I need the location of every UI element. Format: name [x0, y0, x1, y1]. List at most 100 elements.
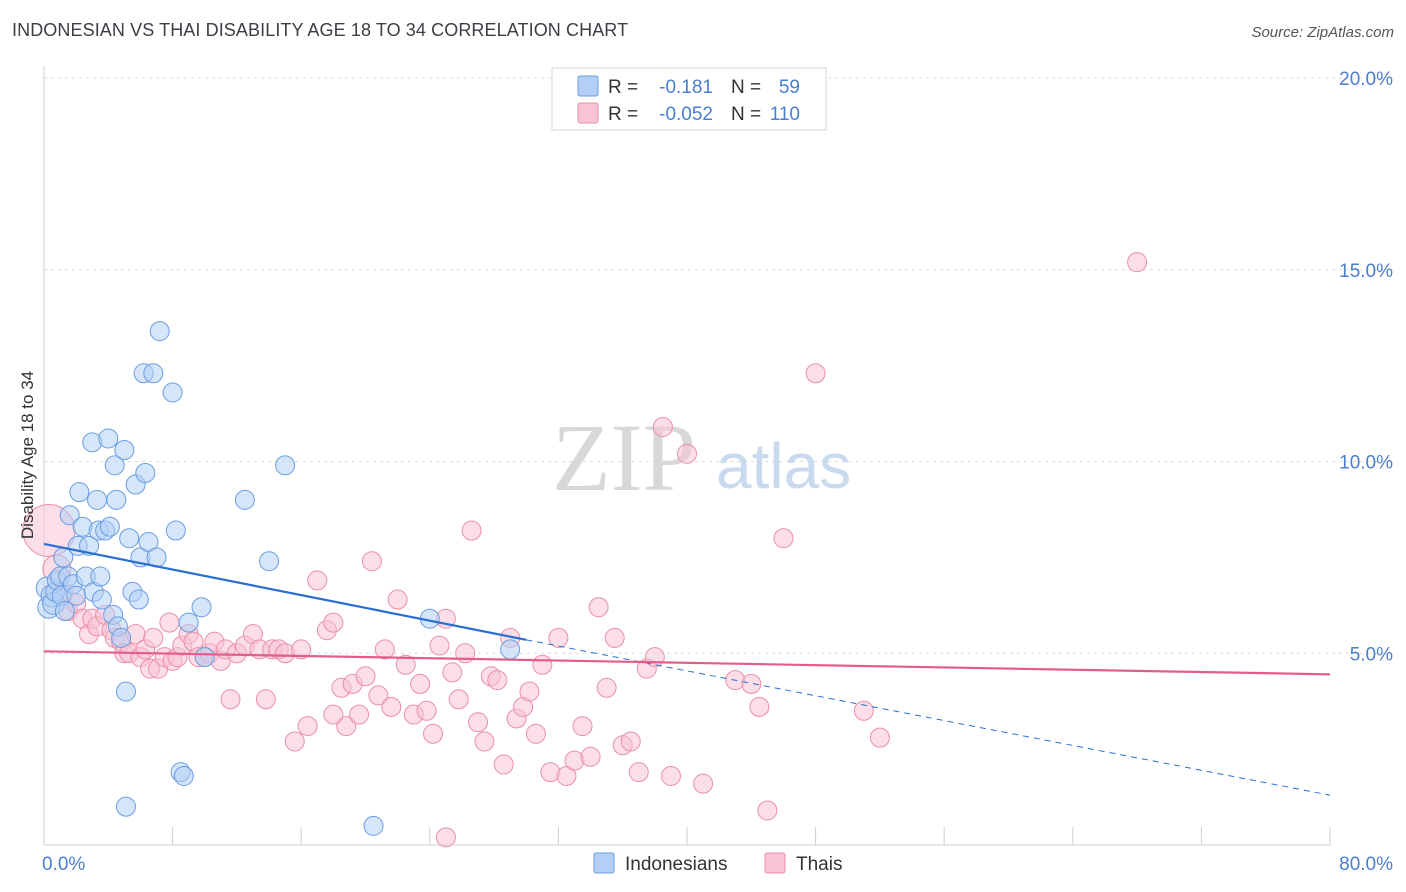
y-axis-label: Disability Age 18 to 34: [18, 371, 37, 539]
legend-label-thais: Thais: [796, 854, 842, 875]
thais-point: [255, 689, 276, 710]
indonesians-point: [69, 482, 90, 503]
thais-point: [429, 635, 450, 656]
indonesians-point: [90, 566, 111, 587]
thais-point: [349, 704, 370, 725]
thais-point: [749, 696, 770, 717]
thais-point: [596, 677, 617, 698]
thais-point: [757, 800, 778, 821]
indonesians-point: [234, 489, 255, 510]
x-tick-label: 80.0%: [1339, 854, 1393, 875]
indonesians-point: [363, 815, 384, 836]
trend-lines: [43, 542, 1331, 796]
thais-point: [442, 662, 463, 683]
legend-n-value: 59: [779, 77, 800, 98]
thais-point: [416, 700, 437, 721]
thais-point: [693, 773, 714, 794]
thais-point: [741, 673, 762, 694]
thais-point: [381, 696, 402, 717]
thais-point: [604, 627, 625, 648]
legend-swatch-thais: [764, 852, 786, 874]
indonesians-point: [66, 585, 87, 606]
thais-point: [677, 443, 697, 464]
indonesians-point: [119, 528, 140, 549]
indonesians-point: [194, 647, 215, 668]
indonesians-trend-line: [43, 542, 527, 641]
thais-point: [805, 363, 826, 384]
indonesians-point: [162, 382, 183, 403]
indonesians-trend-extension: [526, 639, 1331, 796]
source-label: Source: ZipAtlas.com: [1251, 24, 1394, 41]
thais-point: [368, 685, 389, 706]
indonesians-point: [275, 455, 296, 476]
thais-point: [652, 416, 673, 437]
correlation-legend: R = -0.181 N = 59 R = -0.052 N = 110: [551, 67, 827, 131]
legend-r-value: -0.052: [659, 104, 713, 125]
thais-points: [22, 252, 1148, 848]
x-tick-label: 0.0%: [42, 854, 85, 875]
indonesians-point: [500, 639, 521, 660]
indonesians-point: [106, 489, 127, 510]
thais-point: [448, 689, 469, 710]
legend-n-label: N =: [731, 104, 761, 125]
thais-point: [493, 754, 514, 775]
indonesians-point: [173, 765, 194, 786]
indonesians-point: [114, 439, 135, 460]
y-tick-label: 15.0%: [1339, 261, 1393, 282]
thais-point: [548, 627, 569, 648]
thais-point: [525, 723, 546, 744]
thais-point: [323, 704, 344, 725]
thais-point: [323, 612, 344, 633]
watermark-atlas: atlas: [716, 430, 851, 502]
y-tick-label: 10.0%: [1339, 453, 1393, 474]
thais-point: [435, 827, 456, 848]
legend-r-label: R =: [608, 104, 638, 125]
y-tick-labels: 5.0% 10.0% 15.0% 20.0%: [1339, 69, 1393, 665]
x-tick-labels: 0.0% 80.0%: [42, 854, 1393, 875]
indonesians-point: [128, 589, 149, 610]
gridlines: [44, 77, 1392, 654]
indonesians-point: [91, 589, 112, 610]
indonesians-point: [79, 535, 100, 556]
indonesians-point: [191, 597, 212, 618]
thais-point: [387, 589, 408, 610]
thais-point: [474, 731, 495, 752]
y-tick-label: 5.0%: [1350, 644, 1393, 665]
thais-point: [143, 627, 164, 648]
thais-point: [410, 673, 431, 694]
legend-swatch-indonesians: [577, 75, 599, 97]
legend-swatch-thais: [577, 102, 599, 124]
watermark-zip: ZIP: [552, 404, 696, 511]
thais-point: [620, 731, 641, 752]
thais-point: [660, 765, 681, 786]
legend-n-label: N =: [731, 77, 761, 98]
indonesians-point: [165, 520, 186, 541]
thais-point: [284, 731, 305, 752]
thais-point: [461, 520, 482, 541]
thais-point: [572, 716, 593, 737]
thais-point: [532, 654, 553, 675]
legend-label-indonesians: Indonesians: [625, 854, 727, 875]
indonesians-point: [115, 681, 136, 702]
thais-point: [361, 551, 382, 572]
thais-point: [519, 681, 540, 702]
thais-point: [580, 746, 601, 767]
indonesians-point: [104, 455, 125, 476]
indonesians-point: [135, 463, 156, 484]
thais-point: [395, 654, 416, 675]
thais-point: [336, 716, 357, 737]
thais-trend-line: [43, 650, 1331, 676]
thais-point: [1127, 252, 1148, 273]
indonesians-point: [115, 796, 136, 817]
y-tick-label: 20.0%: [1339, 69, 1393, 90]
series-legend: Indonesians Thais: [593, 852, 842, 875]
indonesians-point: [54, 601, 75, 622]
thais-point: [423, 723, 444, 744]
indonesians-point: [59, 505, 80, 526]
thais-point: [159, 612, 180, 633]
legend-r-label: R =: [608, 77, 638, 98]
indonesians-point: [99, 516, 120, 537]
thais-point: [773, 528, 794, 549]
indonesians-point: [149, 321, 170, 342]
